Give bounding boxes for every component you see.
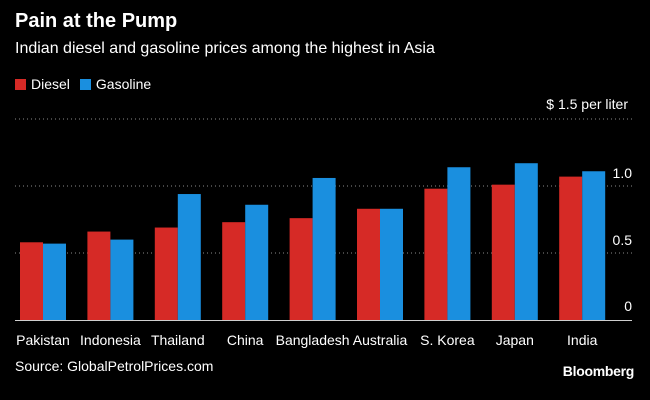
bar-diesel-australia (357, 208, 380, 320)
legend-label-diesel: Diesel (31, 76, 70, 92)
bar-gasoline-bangladesh (312, 177, 336, 320)
chart-subtitle: Indian diesel and gasoline prices among … (15, 40, 435, 57)
legend-item-diesel: Diesel (15, 76, 70, 92)
bar-gasoline-thailand (177, 194, 201, 320)
x-tick-label: Australia (353, 332, 408, 348)
bar-diesel-japan (491, 184, 515, 320)
bar-diesel-indonesia (87, 231, 111, 320)
bar-diesel-bangladesh (289, 218, 313, 320)
x-tick-label: India (567, 332, 598, 348)
x-tick-label: Indonesia (80, 332, 141, 348)
bar-gasoline-australia (380, 208, 403, 320)
bar-gasoline-india (582, 171, 606, 320)
bar-gasoline-s-korea (447, 167, 471, 320)
legend-swatch-gasoline (79, 78, 91, 90)
x-tick-label: China (227, 332, 264, 348)
legend-label-gasoline: Gasoline (95, 76, 152, 92)
brand-logo: Bloomberg (562, 363, 635, 379)
legend: Diesel Gasoline (15, 76, 161, 92)
x-tick-label: Pakistan (16, 332, 70, 348)
source-note: Source: GlobalPetrolPrices.com (15, 358, 214, 374)
bar-gasoline-china (245, 204, 269, 320)
bar-diesel-s-korea (424, 188, 448, 320)
y-tick-label: 0.5 (613, 232, 633, 248)
x-tick-label: Thailand (151, 332, 205, 348)
y-axis-unit-label: $ 1.5 per liter (546, 96, 628, 112)
bar-diesel-pakistan (20, 242, 43, 320)
bar-diesel-china (222, 222, 246, 320)
x-tick-label: Bangladesh (276, 332, 350, 348)
bar-gasoline-japan (514, 163, 538, 320)
y-tick-label: 0 (624, 298, 632, 314)
y-tick-label: 1.0 (613, 165, 633, 181)
legend-item-gasoline: Gasoline (79, 76, 152, 92)
bar-diesel-india (559, 176, 583, 320)
x-tick-label: S. Korea (420, 332, 475, 348)
legend-swatch-diesel (15, 78, 26, 90)
bar-gasoline-pakistan (43, 243, 66, 320)
bar-diesel-thailand (154, 227, 178, 320)
chart-title: Pain at the Pump (15, 10, 178, 32)
bar-gasoline-indonesia (110, 239, 134, 320)
x-tick-label: Japan (496, 332, 534, 348)
